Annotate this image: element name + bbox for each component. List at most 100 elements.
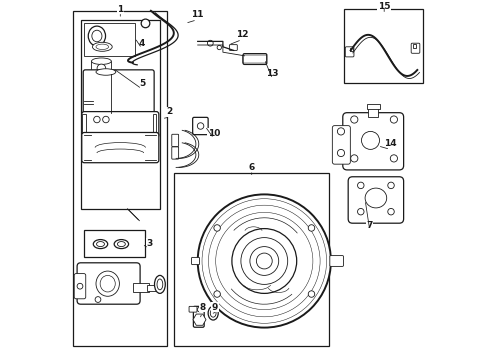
Circle shape xyxy=(208,205,320,317)
Bar xyxy=(133,283,149,292)
Ellipse shape xyxy=(117,242,125,247)
Circle shape xyxy=(256,253,272,269)
Bar xyxy=(152,114,156,135)
Circle shape xyxy=(389,116,397,123)
Text: 4: 4 xyxy=(139,39,145,48)
Ellipse shape xyxy=(91,58,111,64)
Circle shape xyxy=(95,297,101,302)
FancyBboxPatch shape xyxy=(74,274,85,299)
Circle shape xyxy=(213,225,220,231)
Ellipse shape xyxy=(365,188,386,208)
Text: 9: 9 xyxy=(211,302,218,312)
Text: 8: 8 xyxy=(199,302,205,312)
Bar xyxy=(73,11,167,346)
Circle shape xyxy=(387,182,393,189)
Text: 12: 12 xyxy=(235,30,248,39)
Circle shape xyxy=(202,199,326,323)
FancyBboxPatch shape xyxy=(347,177,403,223)
Circle shape xyxy=(389,155,397,162)
FancyBboxPatch shape xyxy=(345,47,353,57)
Circle shape xyxy=(94,116,100,123)
FancyBboxPatch shape xyxy=(332,126,349,164)
FancyBboxPatch shape xyxy=(171,147,178,159)
FancyBboxPatch shape xyxy=(81,112,159,138)
Circle shape xyxy=(307,225,314,231)
Circle shape xyxy=(307,291,314,297)
Text: 11: 11 xyxy=(190,10,203,19)
Text: 6: 6 xyxy=(248,163,254,172)
Circle shape xyxy=(102,116,109,123)
Circle shape xyxy=(97,64,105,73)
Circle shape xyxy=(350,116,357,123)
FancyBboxPatch shape xyxy=(243,54,266,64)
FancyBboxPatch shape xyxy=(77,263,140,304)
Circle shape xyxy=(141,19,149,28)
Bar xyxy=(349,48,352,51)
Ellipse shape xyxy=(114,240,128,248)
Circle shape xyxy=(217,45,221,50)
Circle shape xyxy=(207,40,213,46)
Ellipse shape xyxy=(91,72,111,79)
Ellipse shape xyxy=(96,44,108,49)
FancyBboxPatch shape xyxy=(410,43,419,53)
Circle shape xyxy=(197,307,201,312)
Ellipse shape xyxy=(157,279,163,290)
FancyBboxPatch shape xyxy=(171,134,178,147)
Circle shape xyxy=(197,123,203,129)
Text: 1: 1 xyxy=(117,4,123,13)
Bar xyxy=(343,9,422,83)
Ellipse shape xyxy=(92,30,102,42)
Ellipse shape xyxy=(88,26,105,46)
Circle shape xyxy=(215,212,312,310)
Bar xyxy=(147,285,156,291)
Text: 2: 2 xyxy=(166,107,172,116)
Ellipse shape xyxy=(96,271,119,296)
Circle shape xyxy=(213,291,220,297)
Ellipse shape xyxy=(96,242,104,247)
Text: 7: 7 xyxy=(366,220,372,230)
Ellipse shape xyxy=(100,275,115,292)
Circle shape xyxy=(337,149,344,157)
Circle shape xyxy=(337,128,344,135)
FancyBboxPatch shape xyxy=(191,257,199,265)
Circle shape xyxy=(249,247,278,275)
FancyBboxPatch shape xyxy=(229,45,237,50)
Text: 10: 10 xyxy=(207,129,220,138)
Bar xyxy=(412,44,415,48)
Circle shape xyxy=(361,131,379,149)
Bar xyxy=(91,61,111,76)
FancyBboxPatch shape xyxy=(329,256,343,266)
Circle shape xyxy=(357,182,363,189)
Circle shape xyxy=(387,208,393,215)
Ellipse shape xyxy=(210,309,216,317)
Circle shape xyxy=(231,229,296,293)
FancyBboxPatch shape xyxy=(189,306,197,312)
Ellipse shape xyxy=(208,306,218,320)
FancyBboxPatch shape xyxy=(193,306,204,327)
Circle shape xyxy=(241,238,287,284)
Ellipse shape xyxy=(96,69,116,75)
Circle shape xyxy=(197,194,330,328)
FancyBboxPatch shape xyxy=(81,132,159,163)
Bar xyxy=(82,114,86,135)
Ellipse shape xyxy=(93,240,107,248)
Ellipse shape xyxy=(154,275,165,293)
Bar xyxy=(84,230,145,257)
Bar xyxy=(81,20,160,209)
Text: 14: 14 xyxy=(383,139,396,148)
Bar xyxy=(84,23,134,56)
Circle shape xyxy=(357,208,363,215)
FancyBboxPatch shape xyxy=(342,113,403,170)
Ellipse shape xyxy=(92,42,112,51)
Bar xyxy=(366,104,379,109)
FancyBboxPatch shape xyxy=(192,117,208,135)
Bar xyxy=(367,107,378,117)
Circle shape xyxy=(350,155,357,162)
FancyBboxPatch shape xyxy=(83,70,154,117)
Text: 3: 3 xyxy=(146,238,152,248)
Text: 13: 13 xyxy=(266,69,278,78)
Circle shape xyxy=(77,283,82,289)
Bar xyxy=(174,173,328,346)
Text: 5: 5 xyxy=(139,79,145,88)
Text: 15: 15 xyxy=(377,1,389,10)
